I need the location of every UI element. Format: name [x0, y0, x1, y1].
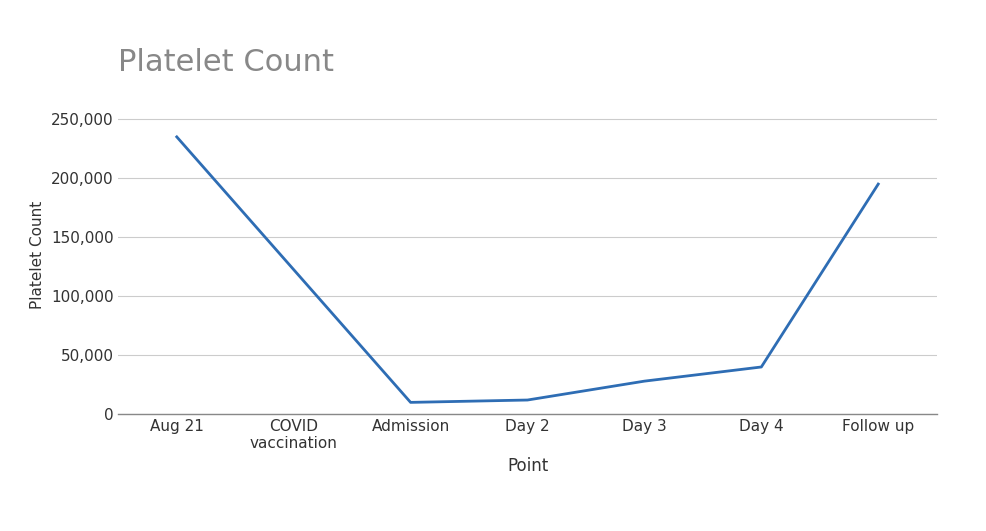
X-axis label: Point: Point [507, 457, 548, 475]
Text: Platelet Count: Platelet Count [118, 48, 334, 76]
Y-axis label: Platelet Count: Platelet Count [31, 201, 45, 309]
